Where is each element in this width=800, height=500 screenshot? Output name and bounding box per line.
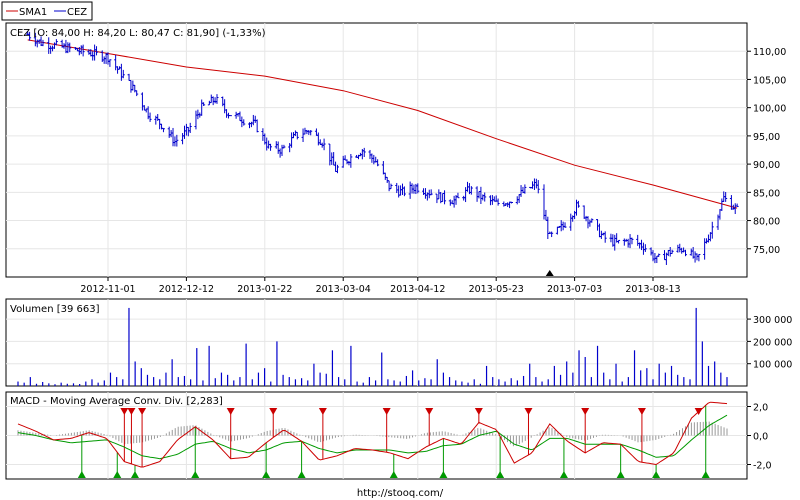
- price-y-tick-label: 80,00: [753, 217, 780, 228]
- price-y-tick-label: 100,00: [753, 104, 786, 115]
- macd-y-tick-label: -2,0: [753, 461, 772, 472]
- legend-label-sma1: SMA1: [19, 7, 47, 18]
- sell-signal-marker: [382, 408, 391, 415]
- buy-signal-marker: [297, 471, 306, 478]
- macd-panel: -2,0 0,0 2,0 MACD - Moving Average Conv. D…: [5, 391, 772, 480]
- legend: SMA1 CEZ: [1, 1, 93, 21]
- macd-gridlines: [6, 392, 747, 479]
- date-tick-label: 2013-04-12: [390, 284, 445, 295]
- legend-box: [1, 1, 93, 21]
- date-tick-label: 2012-12-12: [159, 284, 214, 295]
- legend-label-cez: CEZ: [67, 7, 87, 18]
- buy-signal-marker: [616, 471, 625, 478]
- sell-signal-marker: [269, 408, 278, 415]
- volume-y-tick-label: 200 000: [753, 337, 792, 348]
- buy-signal-marker: [496, 471, 505, 478]
- macd-panel-title: MACD - Moving Average Conv. Div. [2,283]: [10, 396, 223, 407]
- date-tick-label: 2013-03-04: [316, 284, 371, 295]
- date-tick-label: 2013-07-03: [547, 284, 602, 295]
- date-tick-label: 2013-08-13: [625, 284, 680, 295]
- sell-signal-marker: [318, 408, 327, 415]
- price-y-tick-label: 75,00: [753, 245, 780, 256]
- sell-signal-marker: [637, 408, 646, 415]
- sell-signal-marker: [226, 408, 235, 415]
- buy-signal-marker: [559, 471, 568, 478]
- volume-panel-title: Volumen [39 663]: [10, 304, 100, 315]
- price-markers: [545, 270, 554, 276]
- volume-y-axis: 100 000 200 000 300 000: [747, 315, 792, 371]
- price-y-tick-label: 90,00: [753, 160, 780, 171]
- price-y-tick-label: 105,00: [753, 75, 786, 86]
- sell-signal-marker: [474, 408, 483, 415]
- price-y-tick-label: 110,00: [753, 47, 786, 58]
- macd-y-tick-label: 0,0: [753, 432, 768, 443]
- price-y-tick-label: 95,00: [753, 132, 780, 143]
- date-tick-label: 2012-11-01: [80, 284, 135, 295]
- price-event-marker: [545, 270, 554, 276]
- price-panel-title: CEZ [O: 84,00 H: 84,20 L: 80,47 C: 81,90…: [10, 28, 266, 39]
- buy-signal-marker: [389, 471, 398, 478]
- sell-signal-marker: [120, 408, 129, 415]
- sell-signal-marker: [138, 408, 147, 415]
- macd-signals: [77, 405, 710, 478]
- sell-signal-marker: [425, 408, 434, 415]
- date-axis: 2012-11-01 2012-12-12 2013-01-22 2013-03-04…: [80, 277, 681, 295]
- macd-y-tick-label: 2,0: [753, 403, 768, 414]
- buy-signal-marker: [652, 471, 661, 478]
- sell-signal-marker: [127, 408, 136, 415]
- volume-bars: [17, 307, 728, 386]
- macd-line: [17, 401, 728, 468]
- buy-signal-marker: [113, 471, 122, 478]
- price-panel-frame: [5, 22, 748, 278]
- volume-panel-frame: [5, 298, 748, 387]
- buy-signal-marker: [77, 471, 86, 478]
- buy-signal-marker: [439, 471, 448, 478]
- buy-signal-marker: [191, 471, 200, 478]
- sma1-line: [27, 39, 738, 209]
- buy-signal-marker: [701, 471, 710, 478]
- price-y-tick-label: 85,00: [753, 188, 780, 199]
- sell-signal-marker: [524, 408, 533, 415]
- volume-y-tick-label: 100 000: [753, 360, 792, 371]
- date-tick-label: 2013-05-23: [469, 284, 524, 295]
- price-panel: 75,00 80,00 85,00 90,00 95,00 100,00 105,00 110…: [5, 22, 786, 295]
- buy-signal-marker: [130, 471, 139, 478]
- sell-signal-marker: [581, 408, 590, 415]
- volume-y-tick-label: 300 000: [753, 315, 792, 326]
- cez-price-series: [26, 31, 739, 265]
- buy-signal-marker: [262, 471, 271, 478]
- macd-y-axis: -2,0 0,0 2,0: [747, 403, 772, 472]
- footer-url: http://stooq.com/: [357, 488, 444, 499]
- price-y-axis: 75,00 80,00 85,00 90,00 95,00 100,00 105,00 110…: [747, 47, 786, 256]
- date-tick-label: 2013-01-22: [237, 284, 292, 295]
- volume-panel: 100 000 200 000 300 000 Volumen [39 663]: [5, 298, 792, 387]
